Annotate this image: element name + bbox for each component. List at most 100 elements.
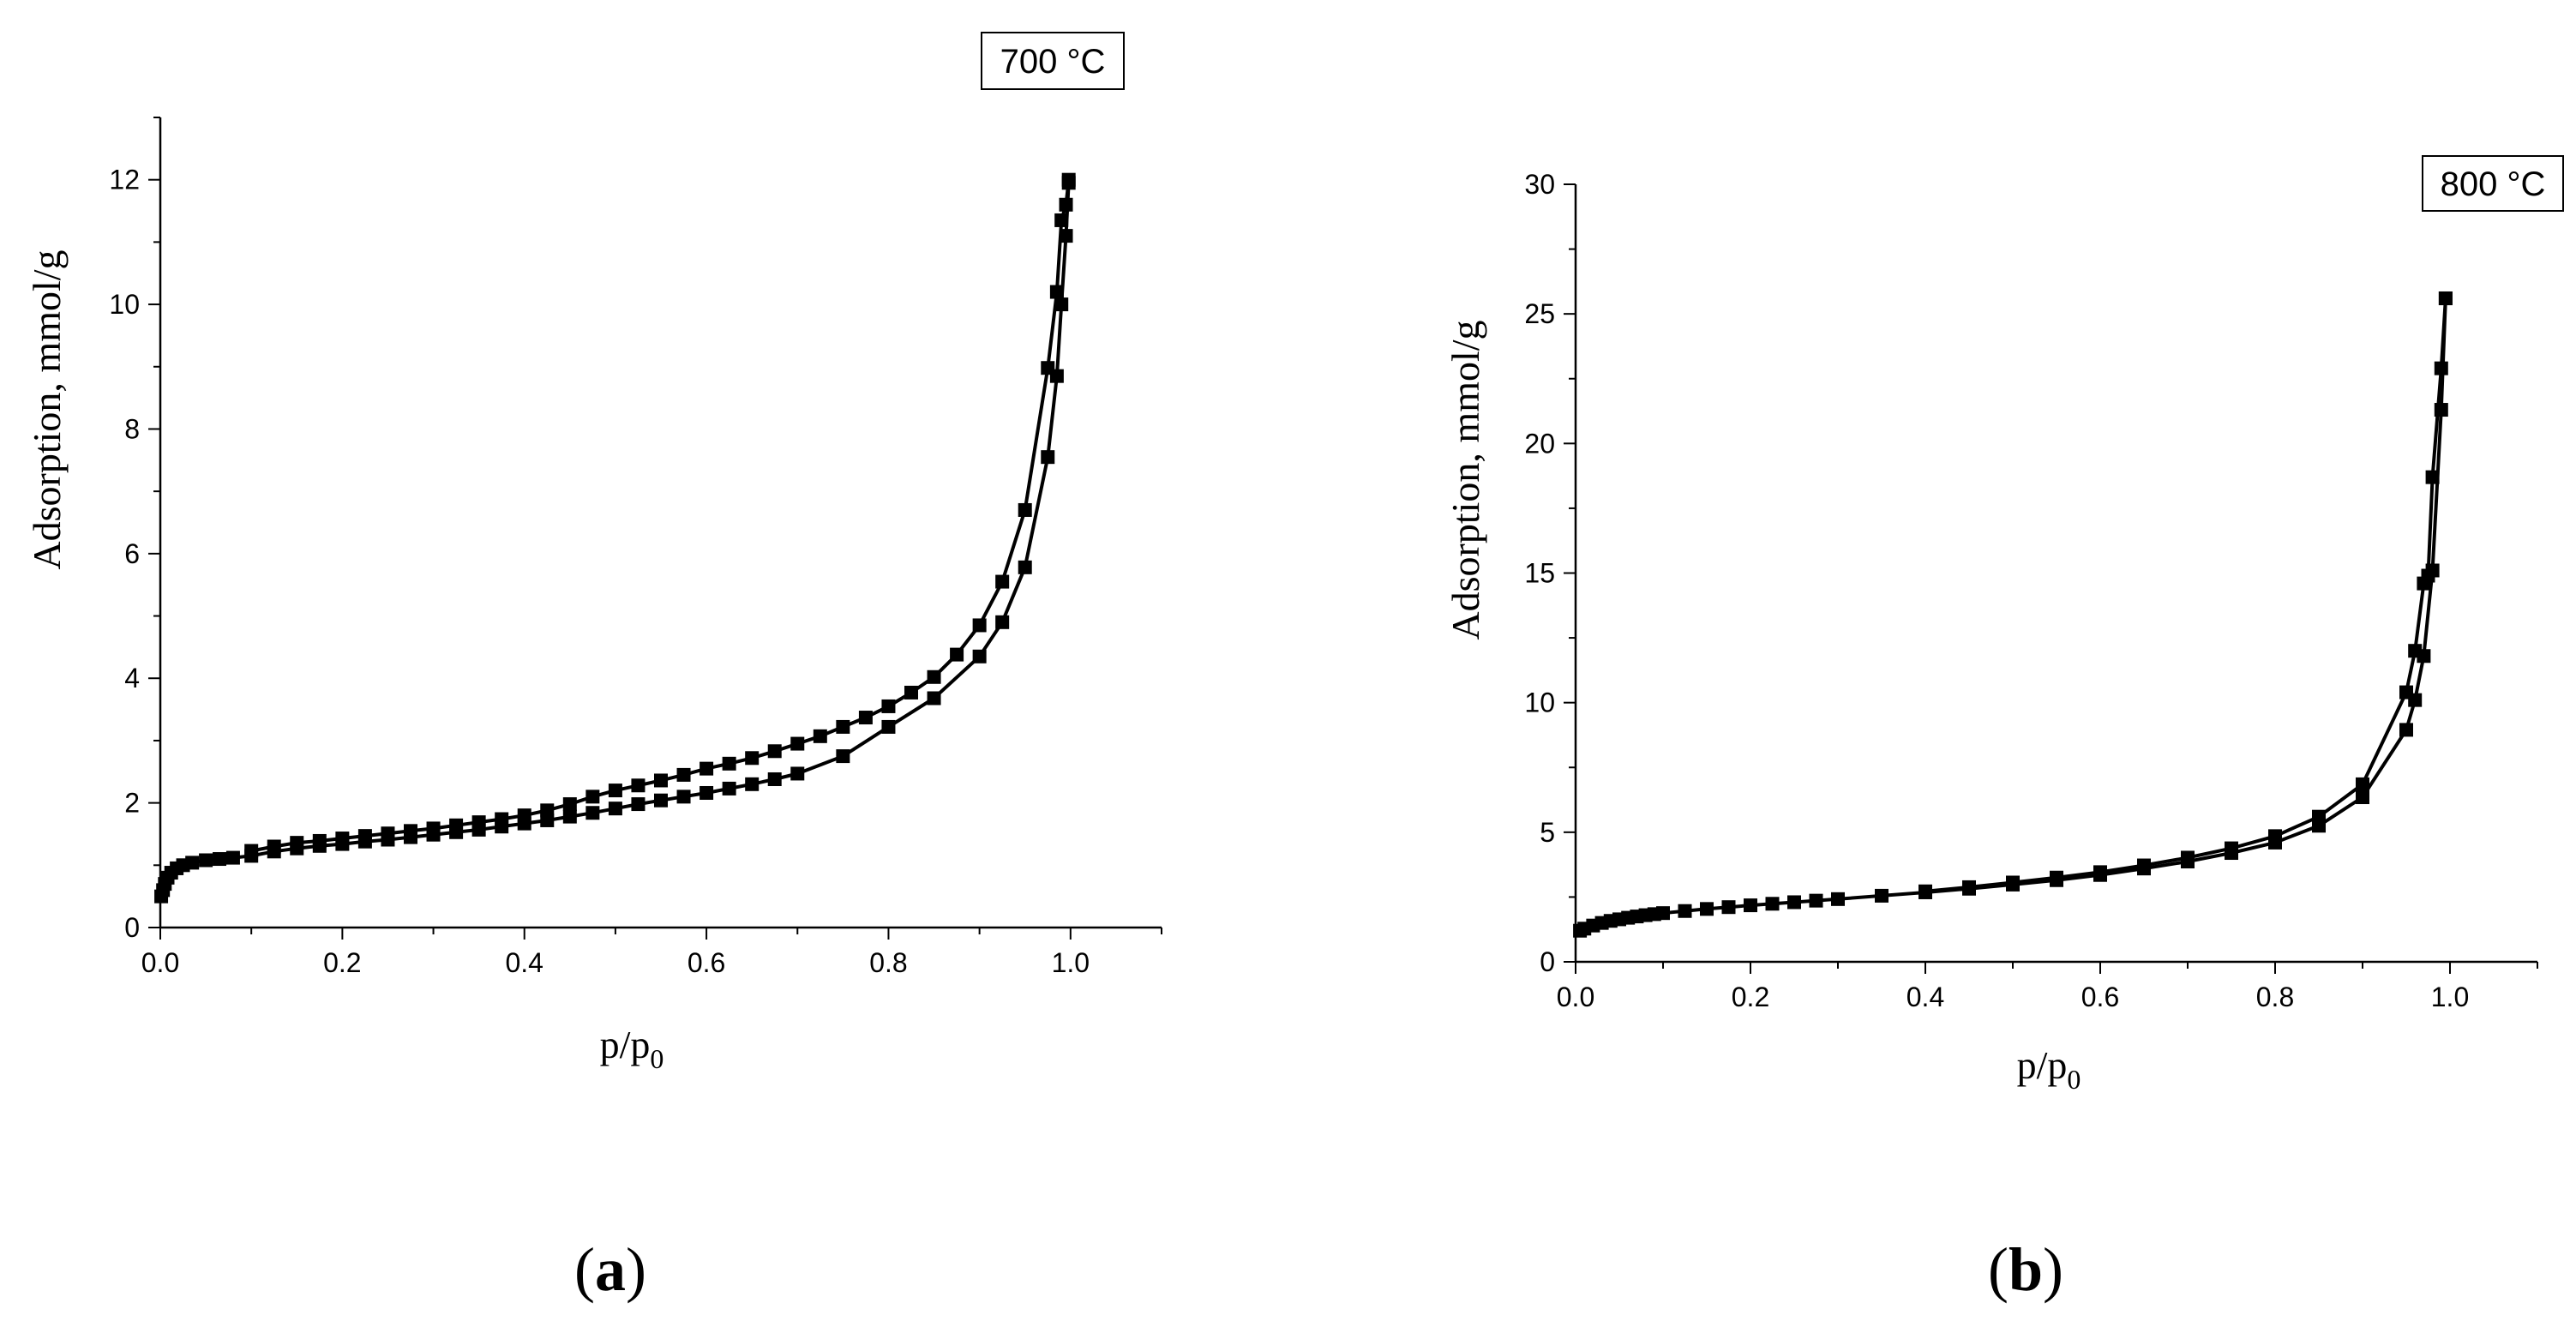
data-point-desorption-b xyxy=(2050,870,2063,885)
data-point-adsorption-a xyxy=(722,781,736,796)
x-tick-label-a: 0.4 xyxy=(505,947,543,978)
data-point-desorption-b xyxy=(2006,875,2020,890)
data-point-adsorption-b xyxy=(1700,902,1714,916)
data-point-desorption-a xyxy=(244,844,259,858)
data-point-desorption-b xyxy=(2312,809,2326,824)
y-tick-label-b: 20 xyxy=(1524,428,1555,459)
data-point-adsorption-a xyxy=(1041,450,1055,465)
data-point-adsorption-b xyxy=(1744,898,1757,913)
x-tick-label-b: 0.2 xyxy=(1732,982,1769,1012)
data-point-desorption-a xyxy=(1041,361,1055,375)
data-point-desorption-a xyxy=(767,744,782,759)
panel-label-b: (b) xyxy=(1988,1235,2063,1304)
data-point-adsorption-a xyxy=(972,649,987,664)
data-point-desorption-b xyxy=(2434,361,2448,375)
data-point-desorption-b xyxy=(2425,470,2440,484)
data-point-desorption-a xyxy=(312,833,327,848)
data-point-adsorption-b xyxy=(1787,895,1801,910)
data-point-adsorption-a xyxy=(1018,560,1032,574)
data-point-adsorption-a xyxy=(790,766,805,781)
series-line-desorption-a xyxy=(250,179,1071,853)
data-point-adsorption-a xyxy=(562,809,577,824)
y-tick-label-a: 6 xyxy=(124,538,140,569)
chart-panel-b: 0.0 0.2 0.4 0.6 0.8 1.0 0 5 10 15 20 25 30 800 °C p/… xyxy=(1444,155,2564,1304)
data-point-desorption-b xyxy=(2181,850,2195,865)
data-point-desorption-a xyxy=(1018,502,1032,517)
data-point-desorption-a xyxy=(654,773,668,788)
data-point-desorption-a xyxy=(608,784,622,798)
data-point-desorption-b xyxy=(1918,884,1932,898)
data-point-adsorption-a xyxy=(745,777,760,791)
y-tick-label-b: 0 xyxy=(1540,946,1555,977)
data-point-desorption-a xyxy=(881,699,896,713)
data-point-adsorption-a xyxy=(654,793,668,808)
y-tick-label-b: 25 xyxy=(1524,298,1555,329)
data-point-adsorption-a xyxy=(995,615,1010,629)
x-tick-label-b: 1.0 xyxy=(2431,982,2469,1012)
data-point-desorption-a xyxy=(517,808,531,823)
data-point-desorption-a xyxy=(904,685,918,700)
data-point-adsorption-a xyxy=(213,852,227,867)
data-point-desorption-a xyxy=(972,618,987,633)
data-point-desorption-a xyxy=(449,818,464,832)
data-point-desorption-b xyxy=(2399,685,2413,700)
data-point-adsorption-b xyxy=(2356,790,2369,805)
data-point-desorption-b xyxy=(2225,841,2238,856)
data-point-adsorption-a xyxy=(608,802,622,816)
data-point-adsorption-b xyxy=(1678,904,1692,918)
x-tick-label-a: 1.0 xyxy=(1052,947,1090,978)
annotation-box-frame-a xyxy=(981,32,1125,90)
data-point-desorption-b xyxy=(2408,644,2423,658)
data-point-desorption-a xyxy=(1049,285,1064,299)
y-tick-label-b: 5 xyxy=(1540,817,1555,848)
data-point-desorption-a xyxy=(471,815,486,830)
data-point-desorption-a xyxy=(745,751,760,766)
data-point-desorption-a xyxy=(995,574,1010,589)
data-point-desorption-a xyxy=(950,647,964,662)
data-point-adsorption-b xyxy=(1721,900,1736,915)
annotation-a: 700 °C xyxy=(1000,43,1106,81)
y-tick-label-a: 12 xyxy=(109,165,140,195)
data-point-desorption-a xyxy=(585,790,600,804)
data-point-adsorption-a xyxy=(836,749,850,764)
data-point-adsorption-a xyxy=(927,691,941,706)
data-point-desorption-b xyxy=(1962,880,1976,894)
data-point-desorption-a xyxy=(813,729,827,743)
axes-a: 0.0 0.2 0.4 0.6 0.8 1.0 0 2 4 6 8 10 12 xyxy=(109,117,1162,978)
data-point-desorption-b xyxy=(2438,291,2453,306)
data-point-desorption-a xyxy=(631,778,646,793)
y-tick-label-a: 2 xyxy=(124,788,140,819)
data-point-adsorption-a xyxy=(585,806,600,820)
data-point-adsorption-b xyxy=(1875,888,1888,903)
annotation-b: 800 °C xyxy=(2441,165,2546,203)
y-tick-label-a: 10 xyxy=(109,289,140,320)
panel-label-a: (a) xyxy=(574,1235,646,1304)
data-point-adsorption-a xyxy=(1054,297,1069,312)
y-tick-label-b: 15 xyxy=(1524,558,1555,589)
data-point-adsorption-a xyxy=(700,785,714,800)
data-point-adsorption-a xyxy=(676,790,691,804)
data-point-desorption-b xyxy=(2356,777,2369,791)
data-point-adsorption-a xyxy=(199,853,213,868)
annotation-box-frame-b xyxy=(2422,155,2564,212)
series-line-desorption-b xyxy=(1924,297,2447,893)
data-point-desorption-a xyxy=(267,839,281,854)
data-point-desorption-a xyxy=(381,826,395,841)
y-tick-label-b: 30 xyxy=(1524,169,1555,200)
y-axis-title-a: Adsorption, mmol/g xyxy=(25,249,69,569)
data-point-desorption-a xyxy=(722,756,736,771)
data-point-adsorption-a xyxy=(631,797,646,812)
series-line-adsorption-b xyxy=(1579,297,2447,933)
data-point-adsorption-a xyxy=(185,856,200,870)
data-point-adsorption-b xyxy=(1656,906,1670,921)
x-tick-label-a: 0.0 xyxy=(141,947,179,978)
data-point-desorption-a xyxy=(1059,197,1073,212)
data-point-adsorption-b xyxy=(2399,723,2413,737)
data-point-desorption-b xyxy=(2093,865,2107,880)
data-point-desorption-a xyxy=(540,803,555,818)
data-point-desorption-a xyxy=(404,824,417,838)
data-point-desorption-a xyxy=(357,829,372,844)
data-point-desorption-a xyxy=(927,670,941,684)
annotation-box-a: 700 °C xyxy=(981,32,1125,90)
